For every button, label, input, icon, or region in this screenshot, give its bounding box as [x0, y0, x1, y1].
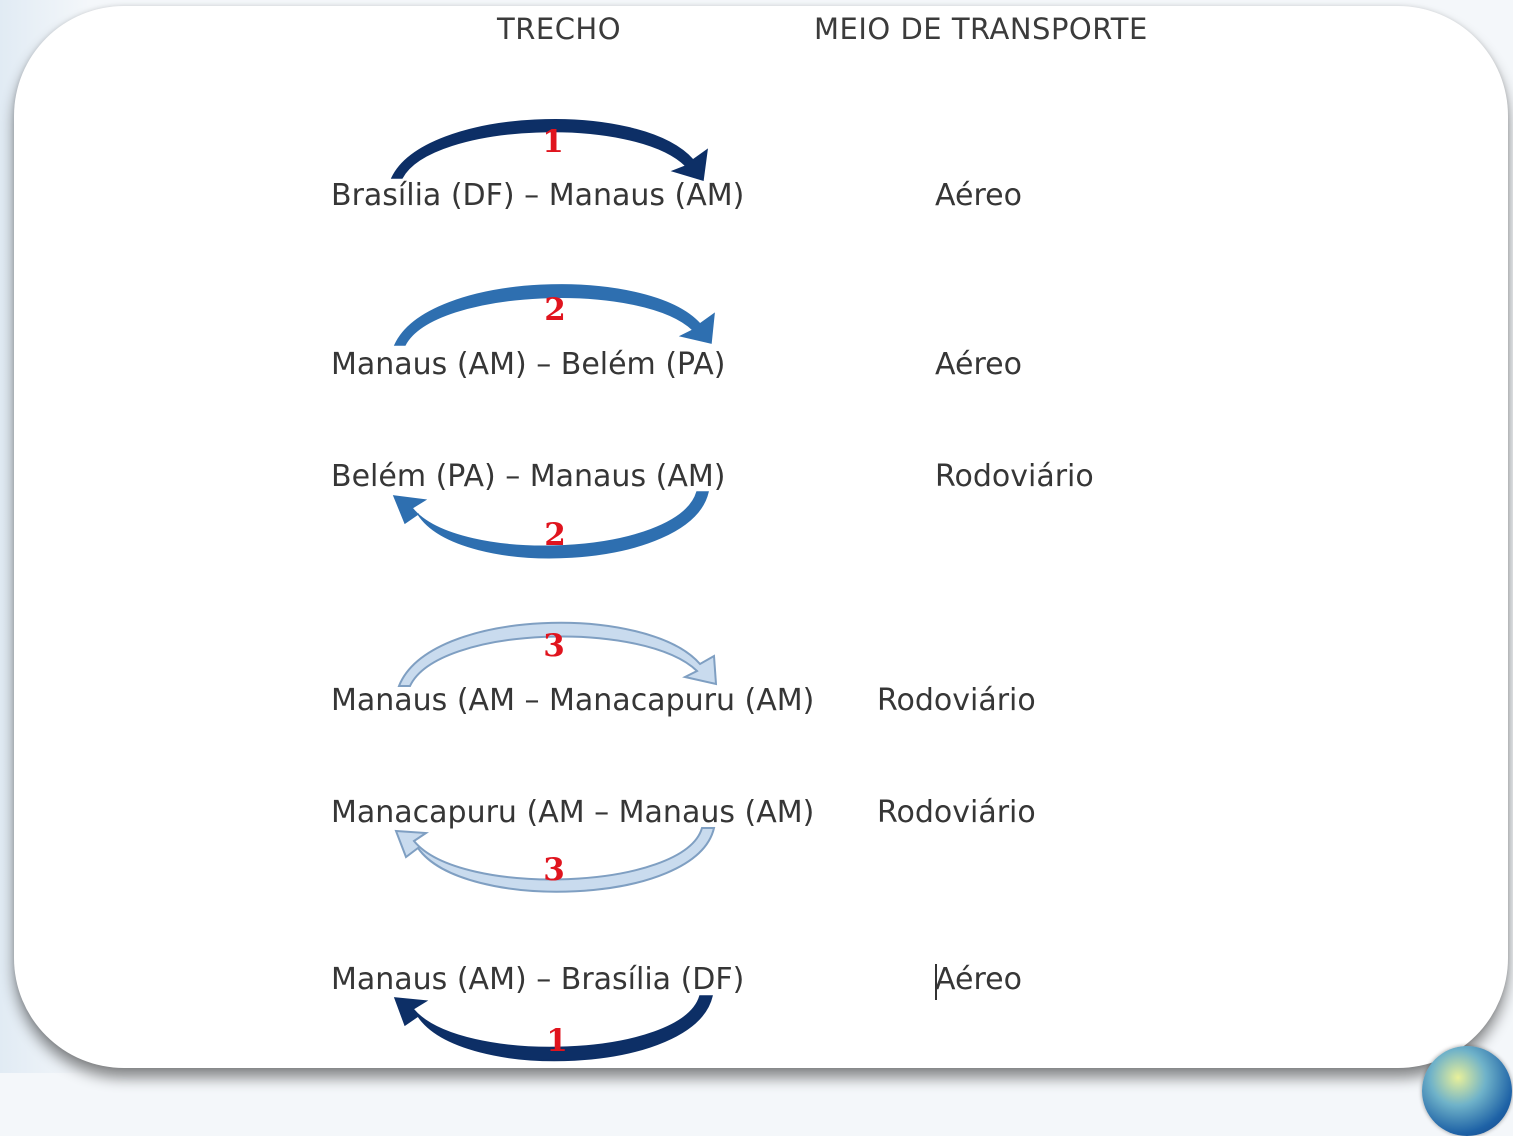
transport-mode: Aéreo — [935, 347, 1022, 382]
arrows-layer: 1 2 2 3 3 1 — [390, 119, 718, 1062]
transport-mode: Rodoviário — [935, 459, 1094, 494]
arrow-forward-icon — [393, 284, 715, 346]
route-segment: Belém (PA) – Manaus (AM) — [331, 459, 726, 494]
text-cursor — [935, 964, 937, 1000]
header-trecho: TRECHO — [497, 12, 622, 46]
arrow-forward-icon — [397, 621, 718, 687]
transport-mode: Aéreo — [935, 962, 1022, 997]
arrow-return-icon — [394, 827, 716, 893]
step-number: 2 — [544, 292, 566, 328]
arrow-return-icon — [392, 491, 709, 559]
route-segment: Brasília (DF) – Manaus (AM) — [331, 178, 745, 213]
step-number: 1 — [546, 1023, 568, 1059]
transport-mode: Rodoviário — [877, 795, 1036, 830]
transport-mode: Rodoviário — [877, 683, 1036, 718]
route-segment: Manaus (AM – Manacapuru (AM) — [331, 683, 815, 718]
route-segment: Manaus (AM) – Brasília (DF) — [331, 962, 745, 997]
step-number: 2 — [544, 517, 566, 553]
transport-mode: Aéreo — [935, 178, 1022, 213]
arrow-forward-icon — [390, 119, 708, 181]
route-segment: Manacapuru (AM – Manaus (AM) — [331, 795, 815, 830]
step-number: 3 — [543, 852, 565, 888]
route-segment: Manaus (AM) – Belém (PA) — [331, 347, 726, 382]
arrow-return-icon — [393, 995, 713, 1062]
globe-logo-icon — [1422, 1046, 1512, 1136]
step-number: 3 — [543, 628, 565, 664]
content-panel — [14, 6, 1508, 1068]
header-meio-de-transporte: MEIO DE TRANSPORTE — [814, 12, 1148, 46]
step-number: 1 — [542, 124, 564, 160]
